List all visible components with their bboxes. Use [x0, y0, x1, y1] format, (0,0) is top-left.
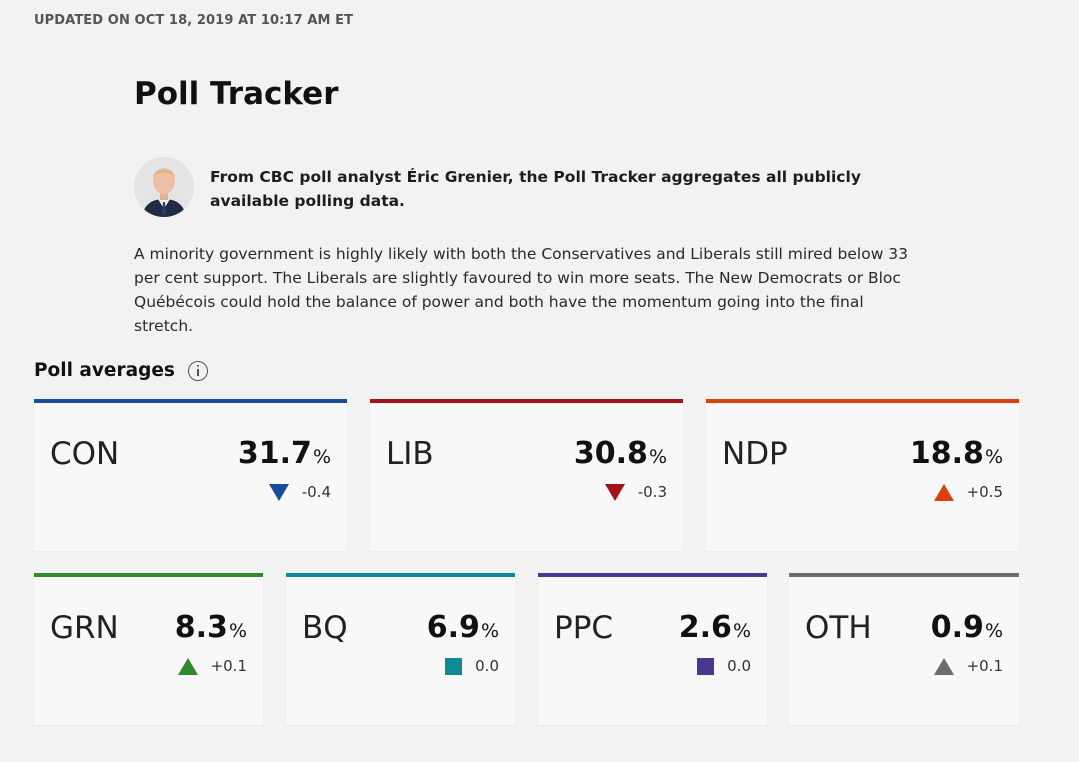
trend-up-icon — [933, 657, 954, 675]
party-change: +0.1 — [933, 657, 1003, 675]
party-card-ndp: NDP 18.8% +0.5 — [706, 399, 1019, 551]
party-card-grn: GRN 8.3% +0.1 — [34, 573, 263, 725]
party-percentage: 18.8% — [909, 436, 1003, 471]
trend-flat-icon — [697, 657, 715, 675]
party-code: OTH — [805, 610, 872, 646]
party-card-con: CON 31.7% -0.4 — [34, 399, 347, 551]
party-card-bq: BQ 6.9% 0.0 — [286, 573, 515, 725]
party-change: -0.3 — [604, 483, 667, 501]
trend-flat-icon — [445, 657, 463, 675]
trend-up-icon — [933, 483, 954, 501]
trend-down-icon — [604, 483, 625, 501]
trend-down-icon — [268, 483, 289, 501]
trend-up-icon — [177, 657, 198, 675]
info-icon[interactable] — [187, 360, 208, 381]
party-change: -0.4 — [268, 483, 331, 501]
party-code: BQ — [302, 610, 348, 646]
party-change: 0.0 — [697, 657, 751, 675]
party-card-lib: LIB 30.8% -0.3 — [370, 399, 683, 551]
page-title: Poll Tracker — [134, 76, 339, 112]
updated-timestamp: UPDATED ON OCT 18, 2019 AT 10:17 AM ET — [34, 13, 354, 28]
party-change: +0.5 — [933, 483, 1003, 501]
party-change: +0.1 — [177, 657, 247, 675]
party-code: GRN — [50, 610, 119, 646]
party-change: 0.0 — [445, 657, 499, 675]
party-card-oth: OTH 0.9% +0.1 — [789, 573, 1019, 725]
summary-paragraph: A minority government is highly likely w… — [134, 245, 909, 335]
party-percentage: 31.7% — [237, 436, 331, 471]
party-percentage: 30.8% — [573, 436, 667, 471]
author-byline: From CBC poll analyst Éric Grenier, the … — [210, 168, 861, 210]
poll-averages-heading: Poll averages — [34, 360, 208, 381]
party-code: PPC — [554, 610, 614, 646]
party-percentage: 2.6% — [678, 610, 751, 645]
party-percentage: 8.3% — [174, 610, 247, 645]
party-code: NDP — [722, 436, 788, 472]
party-card-ppc: PPC 2.6% 0.0 — [538, 573, 767, 725]
party-percentage: 6.9% — [426, 610, 499, 645]
author-avatar — [134, 157, 194, 217]
party-percentage: 0.9% — [930, 610, 1003, 645]
author-photo — [134, 157, 194, 217]
party-code: LIB — [386, 436, 434, 472]
party-code: CON — [50, 436, 120, 472]
poll-averages-title: Poll averages — [34, 360, 175, 381]
